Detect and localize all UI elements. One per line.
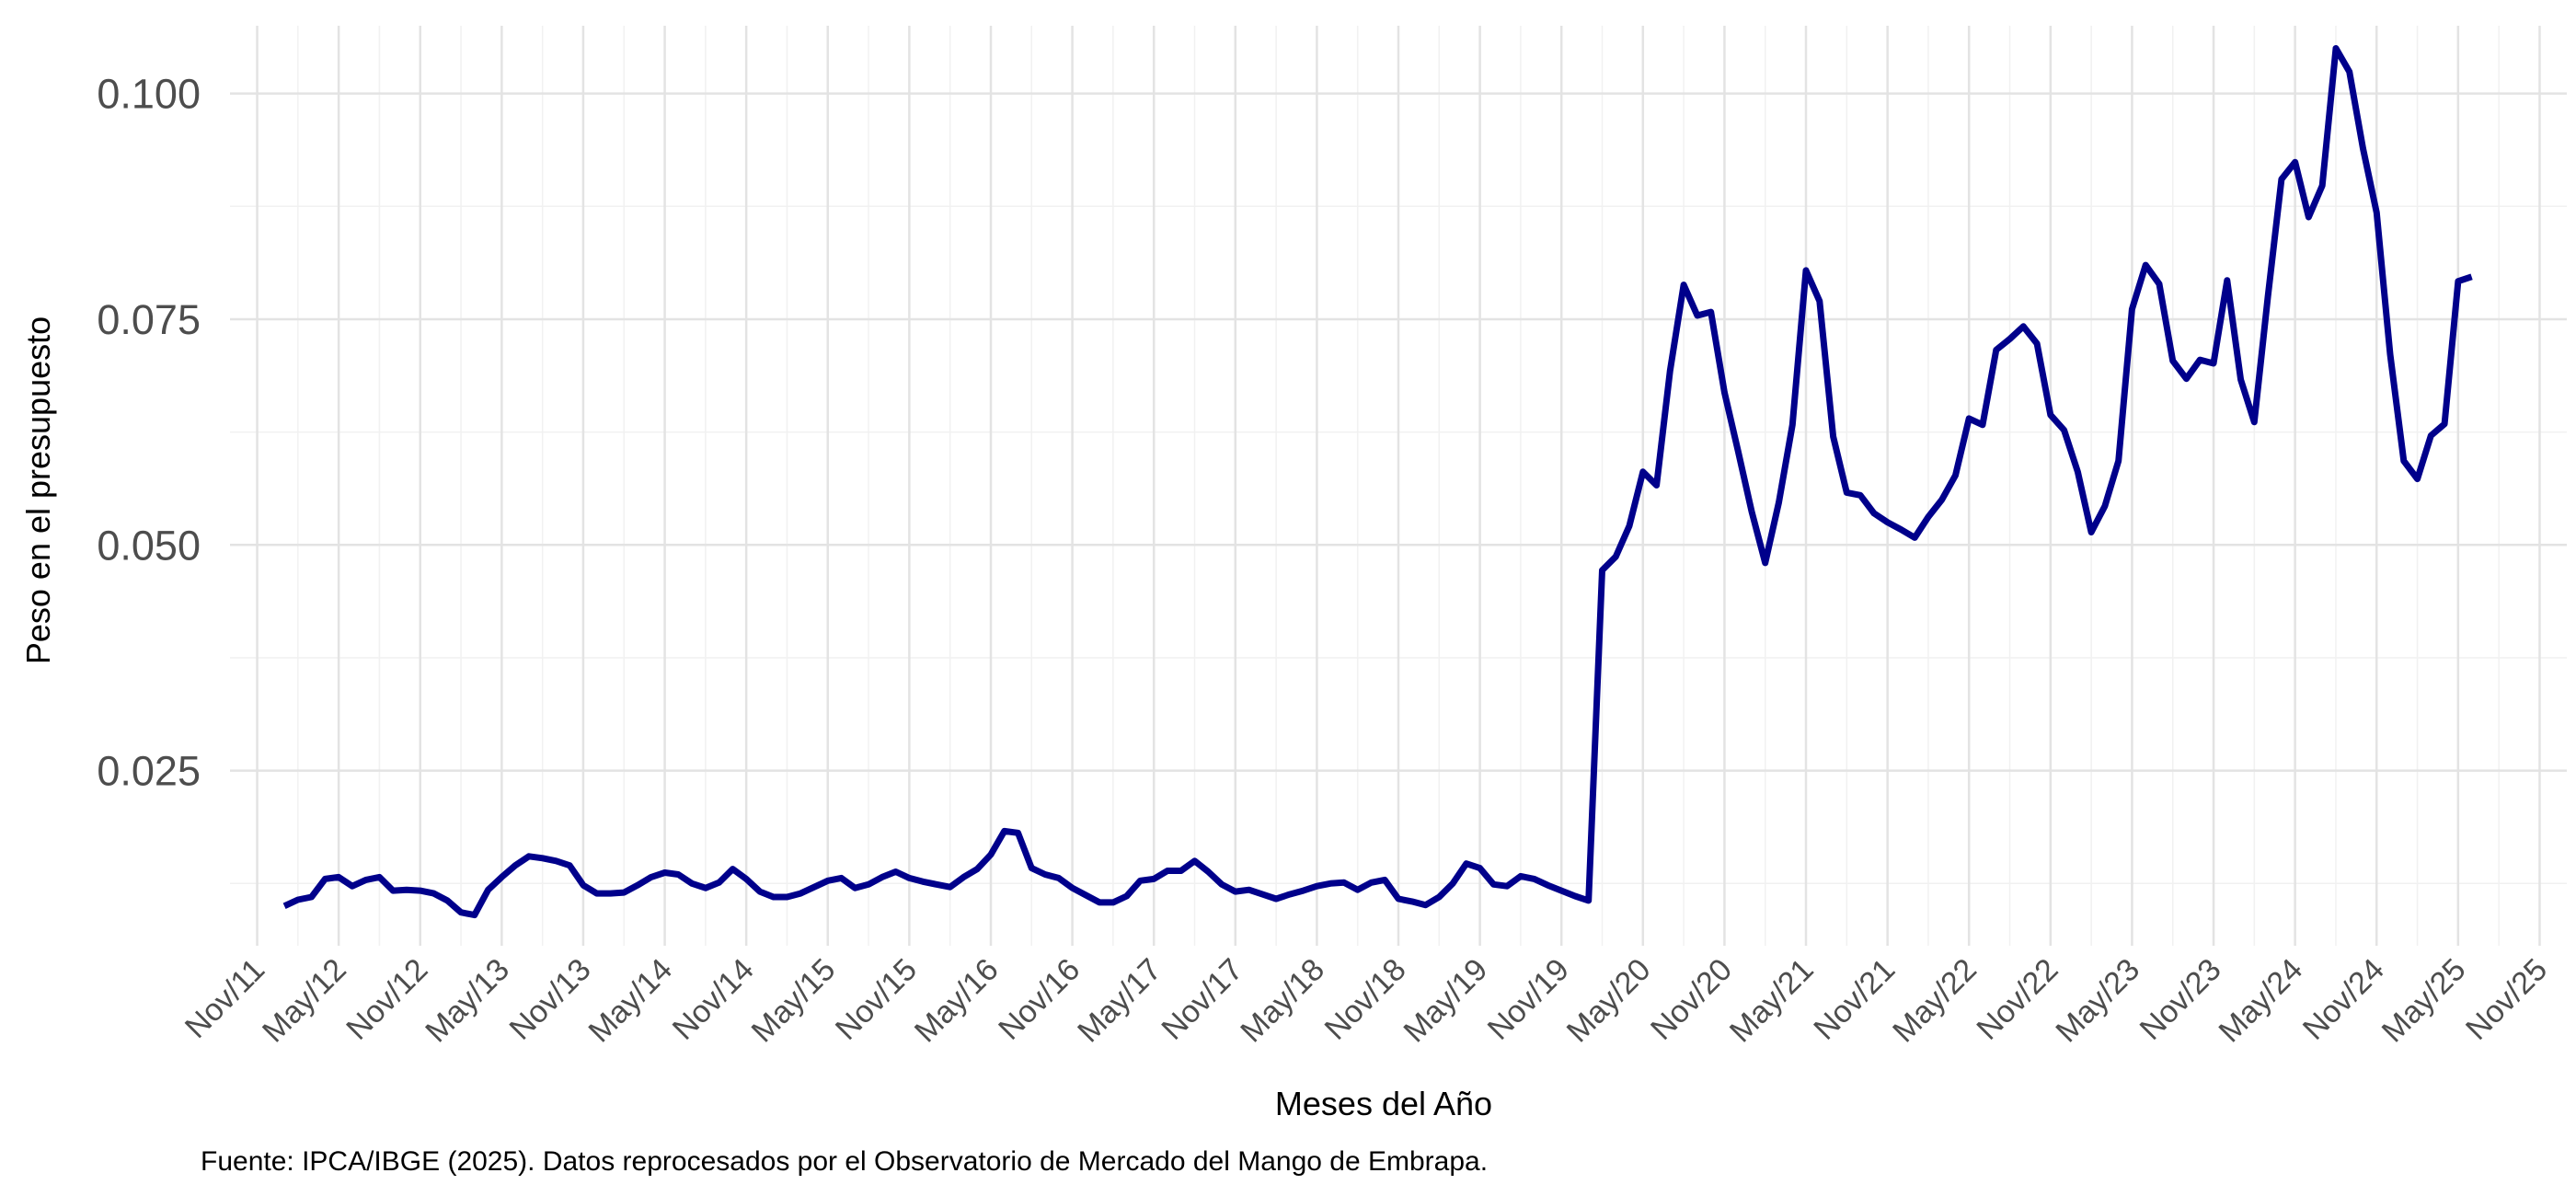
x-tick-label: Nov/11 — [178, 952, 271, 1045]
x-axis-title: Meses del Año — [1275, 1085, 1492, 1122]
x-tick-label: Nov/21 — [1807, 952, 1902, 1047]
x-tick-label: Nov/12 — [339, 952, 434, 1047]
x-tick-label: May/24 — [2213, 952, 2310, 1050]
x-tick-label: Nov/13 — [503, 952, 598, 1047]
series-line — [282, 45, 2473, 919]
x-tick-label: Nov/17 — [1155, 952, 1249, 1047]
y-tick-label: 0.075 — [97, 296, 201, 343]
x-tick-label: Nov/23 — [2133, 952, 2228, 1047]
x-tick-label: Nov/14 — [666, 952, 761, 1047]
x-tick-label: May/16 — [908, 952, 1006, 1050]
x-tick-label: Nov/20 — [1644, 952, 1739, 1047]
y-axis-tick-labels: 0.025 0.050 0.075 0.100 — [97, 71, 201, 795]
y-axis-title: Peso en el presupuesto — [19, 316, 57, 664]
x-tick-label: May/25 — [2375, 952, 2473, 1050]
x-tick-label: May/20 — [1560, 952, 1658, 1050]
source-caption: Fuente: IPCA/IBGE (2025). Datos reproces… — [201, 1146, 1488, 1177]
x-tick-label: Nov/19 — [1481, 952, 1576, 1047]
x-tick-label: Nov/22 — [1970, 952, 2064, 1047]
x-tick-label: May/21 — [1723, 952, 1821, 1050]
x-tick-label: Nov/16 — [992, 952, 1087, 1047]
x-tick-label: Nov/15 — [829, 952, 924, 1047]
minor-gridlines-x — [297, 26, 2500, 946]
x-tick-label: May/17 — [1071, 952, 1168, 1050]
y-tick-label: 0.100 — [97, 71, 201, 118]
y-tick-label: 0.050 — [97, 522, 201, 569]
x-tick-label: May/15 — [745, 952, 843, 1050]
y-tick-label: 0.025 — [97, 748, 201, 795]
x-tick-label: May/19 — [1397, 952, 1495, 1050]
x-tick-label: May/14 — [582, 952, 680, 1050]
x-tick-label: May/23 — [2049, 952, 2146, 1050]
x-tick-label: Nov/24 — [2296, 952, 2391, 1047]
major-gridlines-x — [256, 26, 2541, 946]
x-axis-tick-labels: Nov/11May/12Nov/12May/13Nov/13May/14Nov/… — [178, 952, 2554, 1050]
series-layer — [282, 45, 2473, 919]
x-tick-label: May/13 — [419, 952, 516, 1050]
x-tick-label: May/18 — [1234, 952, 1331, 1050]
x-tick-label: May/12 — [256, 952, 353, 1050]
major-gridlines-y — [230, 92, 2567, 772]
x-tick-label: Nov/18 — [1318, 952, 1413, 1047]
x-tick-label: Nov/25 — [2459, 952, 2554, 1047]
x-tick-label: May/22 — [1886, 952, 1984, 1050]
